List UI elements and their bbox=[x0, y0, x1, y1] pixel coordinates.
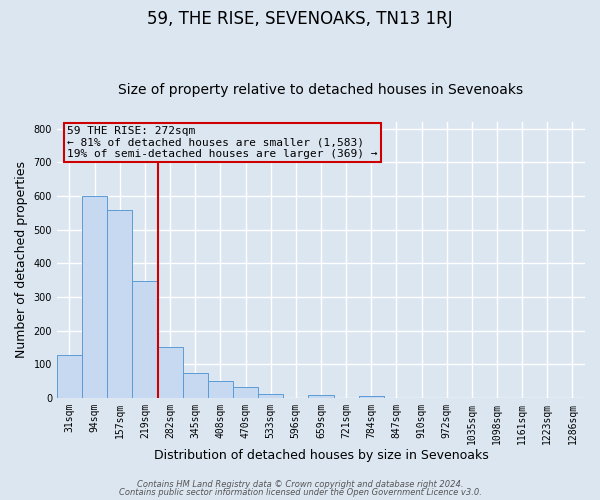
Bar bbox=[133, 280, 158, 398]
Text: Contains HM Land Registry data © Crown copyright and database right 2024.: Contains HM Land Registry data © Crown c… bbox=[137, 480, 463, 489]
Bar bbox=[308, 394, 334, 398]
Bar bbox=[57, 355, 82, 398]
Y-axis label: Number of detached properties: Number of detached properties bbox=[15, 162, 28, 358]
Bar bbox=[233, 387, 258, 398]
Bar bbox=[208, 381, 233, 398]
Text: 59 THE RISE: 272sqm
← 81% of detached houses are smaller (1,583)
19% of semi-det: 59 THE RISE: 272sqm ← 81% of detached ho… bbox=[67, 126, 378, 159]
Title: Size of property relative to detached houses in Sevenoaks: Size of property relative to detached ho… bbox=[118, 83, 524, 97]
Bar bbox=[182, 372, 208, 398]
X-axis label: Distribution of detached houses by size in Sevenoaks: Distribution of detached houses by size … bbox=[154, 450, 488, 462]
Bar bbox=[107, 210, 133, 398]
Text: Contains public sector information licensed under the Open Government Licence v3: Contains public sector information licen… bbox=[119, 488, 481, 497]
Text: 59, THE RISE, SEVENOAKS, TN13 1RJ: 59, THE RISE, SEVENOAKS, TN13 1RJ bbox=[147, 10, 453, 28]
Bar bbox=[82, 196, 107, 398]
Bar bbox=[359, 396, 384, 398]
Bar bbox=[258, 394, 283, 398]
Bar bbox=[158, 348, 182, 398]
